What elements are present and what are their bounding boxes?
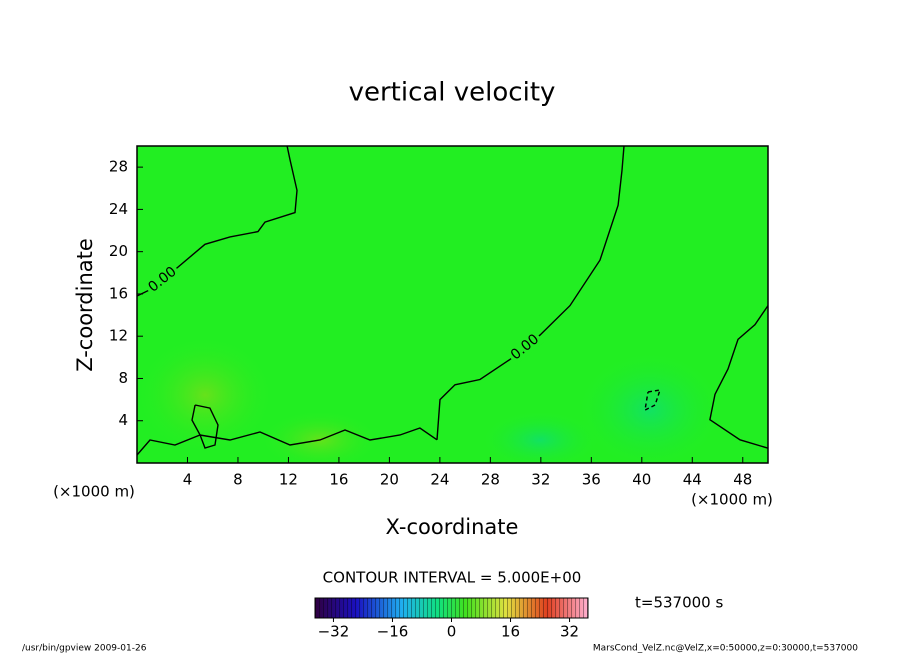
field bbox=[137, 146, 768, 463]
contour-line bbox=[191, 404, 219, 449]
time-label: t=537000 s bbox=[635, 594, 723, 612]
y-tick-label: 12 bbox=[109, 327, 128, 345]
colorbar-tick-label: 32 bbox=[560, 623, 579, 641]
colorbar-frame bbox=[314, 597, 589, 619]
field-shade bbox=[137, 335, 275, 455]
x-tick-label: 28 bbox=[481, 471, 500, 489]
x-tick-label: 4 bbox=[183, 471, 193, 489]
x-tick-label: 44 bbox=[683, 471, 702, 489]
colorbar-tick-label: 16 bbox=[501, 623, 520, 641]
y-axis-label: Z-coordinate bbox=[73, 238, 97, 372]
contour-label-bg bbox=[143, 262, 182, 298]
contour-line bbox=[136, 427, 438, 456]
x-tick-label: 36 bbox=[582, 471, 601, 489]
y-tick-label: 24 bbox=[109, 200, 128, 218]
y-tick-label: 28 bbox=[109, 158, 128, 176]
x-axis-label: X-coordinate bbox=[386, 515, 519, 539]
x-tick-label: 8 bbox=[233, 471, 243, 489]
plot-frame bbox=[136, 145, 769, 464]
x-unit: (×1000 m) bbox=[691, 491, 773, 509]
contour-line bbox=[709, 305, 769, 449]
colorbar-tick-label: −32 bbox=[318, 623, 350, 641]
footer-left: /usr/bin/gpview 2009-01-26 bbox=[22, 644, 147, 654]
y-tick-label: 8 bbox=[118, 369, 128, 387]
contour-label-bg bbox=[505, 329, 545, 365]
x-tick-label: 20 bbox=[380, 471, 399, 489]
field-shade bbox=[260, 410, 380, 463]
y-tick-label: 16 bbox=[109, 284, 128, 302]
x-tick-label: 24 bbox=[430, 471, 449, 489]
contour-line bbox=[436, 145, 625, 440]
x-tick-label: 12 bbox=[279, 471, 298, 489]
colorbar-tick-label: −16 bbox=[377, 623, 409, 641]
y-tick-label: 4 bbox=[118, 411, 128, 429]
x-tick-label: 48 bbox=[733, 471, 752, 489]
contour-line bbox=[644, 389, 662, 412]
x-tick-label: 32 bbox=[531, 471, 550, 489]
y-tick-label: 20 bbox=[109, 242, 128, 260]
field-shade bbox=[575, 350, 725, 463]
field-shade bbox=[480, 410, 600, 463]
x-tick-label: 40 bbox=[632, 471, 651, 489]
chart-title: vertical velocity bbox=[349, 78, 556, 108]
x-unit: (×1000 m) bbox=[53, 483, 135, 501]
colorbar-tick-label: 0 bbox=[447, 623, 457, 641]
footer-right: MarsCond_VelZ.nc@VelZ,x=0:50000,z=0:3000… bbox=[593, 644, 858, 654]
contour-interval: CONTOUR INTERVAL = 5.000E+00 bbox=[323, 569, 582, 587]
x-tick-label: 16 bbox=[329, 471, 348, 489]
